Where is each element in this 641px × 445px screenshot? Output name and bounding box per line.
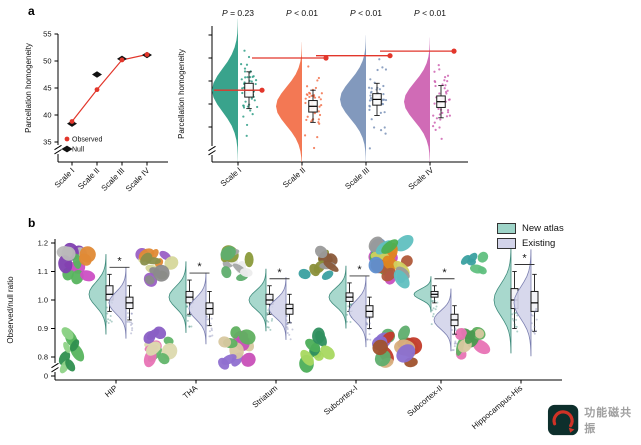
svg-text:*: * xyxy=(197,261,202,273)
svg-text:P < 0.01: P < 0.01 xyxy=(414,8,446,18)
existing-swatch xyxy=(497,238,516,249)
svg-text:P < 0.01: P < 0.01 xyxy=(286,8,318,18)
watermark: 功能磁共振 xyxy=(547,403,641,437)
svg-text:55: 55 xyxy=(43,30,51,39)
svg-text:45: 45 xyxy=(43,84,51,93)
panel-b-chart: 0.8 0.9 1.0 1.1 1.2 0 Observed/null ratio * HIP *… xyxy=(6,235,562,431)
svg-text:*: * xyxy=(357,264,362,276)
svg-text:Scale III: Scale III xyxy=(343,166,371,191)
svg-text:Scale I: Scale I xyxy=(219,166,244,189)
svg-text:Parcellation homogeneity: Parcellation homogeneity xyxy=(24,43,33,133)
panel-a-right-chart: Parcellation homogeneity P = 0.23 Scale I P… xyxy=(177,8,468,192)
legend-row-new-atlas: New atlas xyxy=(497,223,564,234)
svg-text:Parcellation homogeneity: Parcellation homogeneity xyxy=(177,49,186,139)
svg-text:Striatum: Striatum xyxy=(251,383,280,409)
svg-text:Scale IV: Scale IV xyxy=(124,166,152,194)
svg-text:1.1: 1.1 xyxy=(38,267,48,276)
svg-text:Scale III: Scale III xyxy=(100,166,127,193)
svg-text:0: 0 xyxy=(44,372,48,381)
svg-text:35: 35 xyxy=(43,138,51,147)
svg-text:Scale II: Scale II xyxy=(281,166,307,190)
new-atlas-label: New atlas xyxy=(522,223,564,234)
svg-text:0.9: 0.9 xyxy=(38,324,48,333)
svg-text:1.0: 1.0 xyxy=(38,296,48,305)
svg-text:P = 0.23: P = 0.23 xyxy=(222,8,254,18)
new-atlas-swatch xyxy=(497,223,516,234)
svg-text:50: 50 xyxy=(43,57,51,66)
svg-text:P < 0.01: P < 0.01 xyxy=(350,8,382,18)
svg-text:Subcortex-I: Subcortex-I xyxy=(322,384,359,417)
svg-text:*: * xyxy=(442,267,447,279)
panel-b-label: b xyxy=(28,216,36,230)
svg-text:Scale I: Scale I xyxy=(53,166,77,190)
svg-text:Scale II: Scale II xyxy=(76,166,101,191)
svg-text:*: * xyxy=(522,253,527,265)
watermark-logo-icon xyxy=(547,404,579,436)
svg-text:Hippocampus-His: Hippocampus-His xyxy=(470,384,524,431)
svg-text:0.8: 0.8 xyxy=(38,353,48,362)
panel-a-label: a xyxy=(28,4,35,18)
svg-text:40: 40 xyxy=(43,111,51,120)
legend-row-existing: Existing xyxy=(497,238,564,249)
svg-text:THA: THA xyxy=(181,383,200,401)
svg-text:Observed: Observed xyxy=(72,137,102,144)
existing-label: Existing xyxy=(522,238,556,249)
watermark-text: 功能磁共振 xyxy=(584,407,633,435)
panel-b-legend: New atlas Existing xyxy=(497,223,564,249)
svg-text:*: * xyxy=(277,267,282,279)
svg-text:Subcortex-II: Subcortex-II xyxy=(405,384,444,419)
svg-text:1.2: 1.2 xyxy=(38,239,48,248)
svg-text:HIP: HIP xyxy=(103,384,119,399)
svg-text:Null: Null xyxy=(72,147,85,154)
svg-text:*: * xyxy=(117,255,122,267)
svg-text:Observed/null ratio: Observed/null ratio xyxy=(6,276,15,344)
svg-text:Scale IV: Scale IV xyxy=(407,165,436,191)
